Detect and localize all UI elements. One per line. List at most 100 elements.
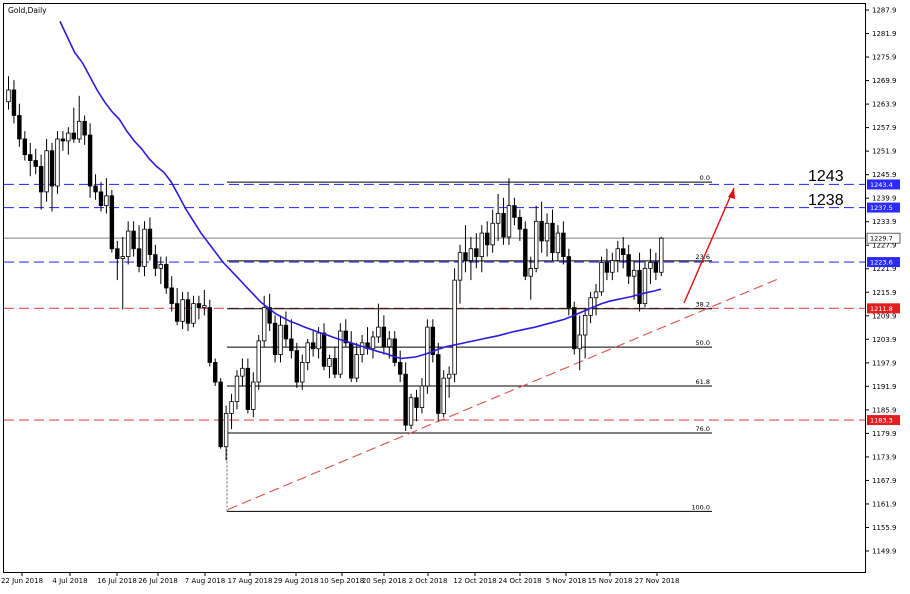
y-tick-label: 1251.9 [872, 148, 897, 156]
candle-body [555, 232, 561, 254]
candle-body [44, 150, 49, 193]
candle-body [430, 326, 436, 355]
candle-body [397, 362, 403, 375]
candle-body [359, 342, 365, 355]
y-tick-label: 1221.9 [872, 265, 897, 273]
y-tick-label: 1155.9 [872, 524, 897, 532]
level-lines [4, 183, 865, 421]
candle-body [60, 138, 66, 142]
candle-body [142, 228, 147, 267]
y-tick-label: 1269.9 [872, 77, 897, 85]
candle-body [327, 358, 332, 367]
x-tick-label: 20 Sep 2018 [362, 577, 406, 585]
candle-body [572, 307, 577, 350]
x-tick-label: 17 Aug 2018 [228, 577, 273, 585]
annotation-1243: 1243 [808, 168, 844, 185]
current-badge-outline [866, 232, 901, 244]
candle-body [457, 252, 463, 281]
candle-body [446, 373, 452, 379]
y-tick-label: 1149.9 [872, 548, 897, 556]
candle-body [153, 254, 158, 269]
candle-body [104, 195, 109, 207]
fib-label-5: 76.0 [696, 425, 710, 433]
candle-body [370, 336, 376, 350]
price-badge [867, 233, 900, 244]
candle-body [131, 230, 136, 250]
x-tick-label: 12 Oct 2018 [453, 577, 496, 585]
price-badge-label: 1237.5 [870, 204, 893, 212]
y-tick-label: 1245.9 [872, 171, 897, 179]
x-tick-label: 10 Sep 2018 [320, 577, 364, 585]
candle-body [501, 213, 506, 238]
candle-body [419, 385, 425, 408]
candle-body [256, 340, 261, 383]
candle-body [577, 334, 582, 350]
x-tick-label: 27 Nov 2018 [635, 577, 680, 585]
y-tick-label: 1197.9 [872, 359, 897, 367]
y-tick-label: 1167.9 [872, 477, 897, 485]
arrow-shaft [683, 187, 735, 304]
candle-body [425, 326, 430, 387]
y-tick-label: 1257.9 [872, 124, 897, 132]
candle-body [528, 267, 533, 277]
candle-body [408, 397, 414, 426]
candle-body [485, 232, 490, 246]
candle-body [495, 213, 501, 224]
candle-body [517, 216, 523, 230]
candle-body [251, 381, 256, 410]
candle-body [539, 220, 544, 242]
candle-body [229, 401, 234, 414]
y-tick-label: 1191.9 [872, 383, 897, 391]
candle-body [305, 342, 310, 363]
arrow-head [728, 188, 735, 199]
y-tick-label: 1161.9 [872, 500, 897, 508]
candle-body [604, 262, 610, 273]
candle-body [202, 305, 207, 308]
fib-label-3: 50.0 [696, 339, 710, 347]
candle-body [642, 267, 648, 305]
candle-body [615, 248, 620, 261]
candle-body [441, 377, 446, 414]
candle-body [38, 166, 44, 193]
candle-body [218, 381, 223, 448]
candle-body [289, 338, 294, 352]
price-badge-label: 1223.6 [870, 259, 893, 267]
y-tick-label: 1233.9 [872, 218, 897, 226]
y-tick-label: 1281.9 [872, 30, 897, 38]
candle-body [479, 232, 484, 257]
candle-body [354, 354, 359, 379]
candle-body [637, 269, 642, 305]
y-tick-label: 1173.9 [872, 453, 897, 461]
candle-body [98, 191, 104, 207]
x-tick-label: 16 Jul 2018 [97, 577, 137, 585]
candle-body [125, 230, 131, 257]
candle-body [234, 375, 240, 403]
price-badge [867, 179, 900, 190]
candle-body [599, 262, 604, 293]
candle-body [49, 150, 55, 187]
candle-body [82, 120, 87, 136]
fib-label-0: 0.0 [700, 174, 710, 182]
candle-body [338, 330, 343, 375]
fib-label-2: 38.2 [696, 301, 710, 309]
candle-body [376, 326, 381, 338]
y-tick-label: 1263.9 [872, 101, 897, 109]
candle-body [33, 160, 38, 167]
candle-body [381, 326, 387, 348]
y-axis: 1287.9 1281.9 1275.9 1269.9 1263.9 1257.9 1251… [865, 7, 897, 556]
candle-body [11, 89, 17, 116]
x-tick-label: 22 Jun 2018 [1, 577, 43, 585]
candle-body [610, 260, 615, 273]
candle-body [240, 367, 245, 377]
price-badge-label: 1229.7 [870, 235, 893, 243]
candle-body [648, 262, 653, 269]
candle-body [164, 264, 169, 289]
candle-body [321, 332, 327, 367]
x-tick-label: 5 Nov 2018 [546, 577, 586, 585]
candle-body [223, 412, 229, 448]
x-axis: 22 Jun 2018 4 Jul 2018 16 Jul 2018 26 Jul 2… [1, 572, 679, 585]
price-badge-label: 1211.8 [870, 305, 893, 313]
candle-body [653, 262, 659, 273]
candle-body [120, 256, 125, 259]
price-badges: 1243.4 1237.5 1223.6 1211.8 1183.3 1229.7 [866, 179, 901, 426]
